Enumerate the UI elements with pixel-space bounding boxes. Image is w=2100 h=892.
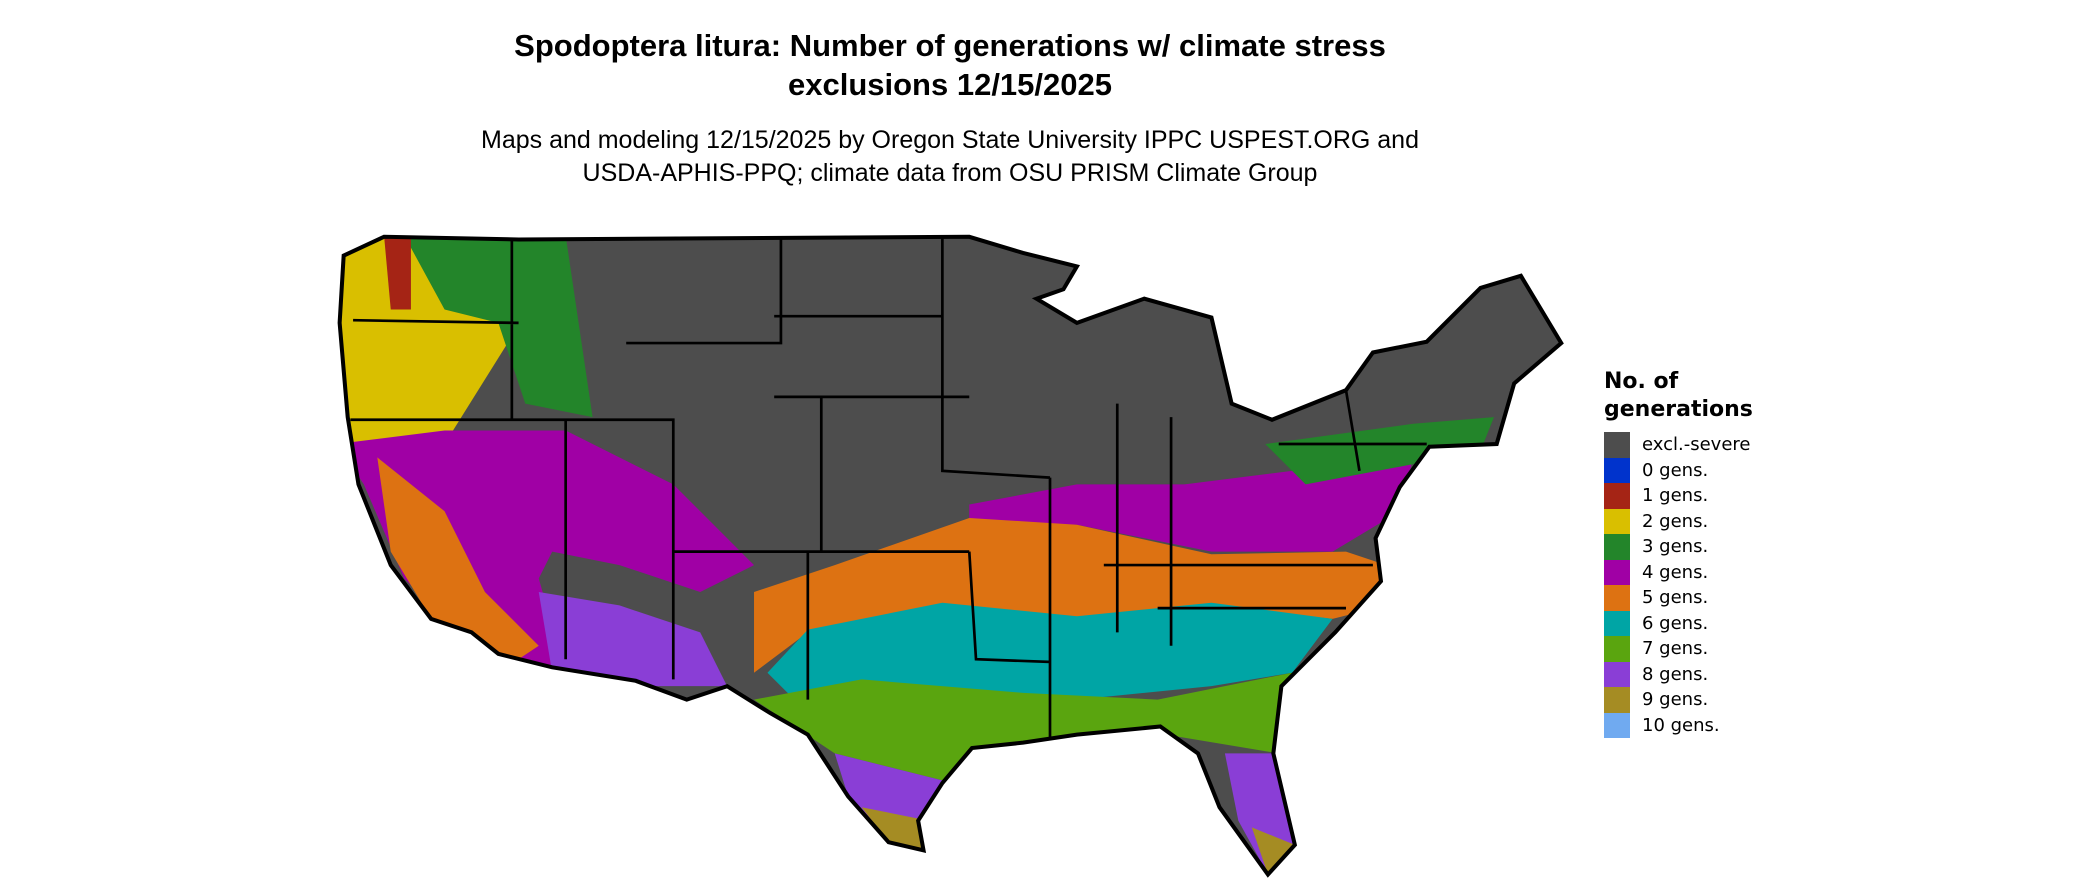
region-9-gens-texas-tip — [861, 807, 929, 851]
legend-label: 7 gens. — [1642, 638, 1709, 660]
legend-swatch — [1604, 636, 1630, 662]
legend-label: 9 gens. — [1642, 689, 1709, 711]
region-3-gens-northwest — [404, 236, 593, 418]
region-3-gens-northeast — [1265, 417, 1494, 485]
legend-label: 8 gens. — [1642, 663, 1709, 685]
legend-item: 5 gens. — [1604, 585, 1753, 611]
legend-title-line1: No. of — [1604, 369, 1679, 394]
region-5-gens-california — [377, 457, 539, 673]
map-subtitle-line1: Maps and modeling 12/15/2025 by Oregon S… — [481, 126, 1419, 154]
legend-item: excl.-severe — [1604, 432, 1753, 458]
region-8-gens-arizona — [538, 591, 728, 687]
legend-swatch — [1604, 508, 1630, 534]
legend-item: 7 gens. — [1604, 636, 1753, 662]
legend-swatch — [1604, 712, 1630, 738]
legend-swatch — [1604, 483, 1630, 509]
legend-item: 6 gens. — [1604, 610, 1753, 636]
legend-item: 1 gens. — [1604, 483, 1753, 509]
legend-label: 1 gens. — [1642, 485, 1709, 507]
map-subtitle-line2: USDA-APHIS-PPQ; climate data from OSU PR… — [582, 159, 1318, 187]
legend: No. of generations excl.-severe 0 gens. 1 … — [1604, 368, 1753, 738]
region-5-gens-south — [754, 517, 1387, 673]
legend-label: 0 gens. — [1642, 459, 1709, 481]
legend-item: 4 gens. — [1604, 559, 1753, 585]
legend-swatch — [1604, 585, 1630, 611]
legend-swatch — [1604, 661, 1630, 687]
legend-item: 3 gens. — [1604, 534, 1753, 560]
legend-swatch — [1604, 610, 1630, 636]
legend-item: 2 gens. — [1604, 508, 1753, 534]
legend-swatch — [1604, 687, 1630, 713]
region-7-gens-gulf — [754, 672, 1293, 781]
region-1-gens-cascades — [384, 236, 411, 310]
legend-title-line2: generations — [1604, 397, 1753, 422]
legend-item: 8 gens. — [1604, 661, 1753, 687]
legend-label: 4 gens. — [1642, 561, 1709, 583]
legend-label: excl.-severe — [1642, 434, 1751, 456]
region-9-gens-florida-tip — [1251, 827, 1295, 875]
legend-swatch — [1604, 457, 1630, 483]
map-title-line1: Spodoptera litura: Number of generations… — [514, 28, 1386, 63]
state-borders — [350, 236, 1427, 740]
legend-label: 3 gens. — [1642, 536, 1709, 558]
legend-item: 0 gens. — [1604, 457, 1753, 483]
legend-label: 6 gens. — [1642, 612, 1709, 634]
legend-label: 5 gens. — [1642, 587, 1709, 609]
map-title-line2: exclusions 12/15/2025 — [787, 67, 1112, 102]
legend-label: 2 gens. — [1642, 510, 1709, 532]
legend-item: 10 gens. — [1604, 712, 1753, 738]
legend-item: 9 gens. — [1604, 687, 1753, 713]
legend-swatch — [1604, 559, 1630, 585]
legend-title: No. of generations — [1604, 368, 1753, 424]
legend-label: 10 gens. — [1642, 714, 1720, 736]
legend-swatch — [1604, 534, 1630, 560]
legend-swatch — [1604, 432, 1630, 458]
